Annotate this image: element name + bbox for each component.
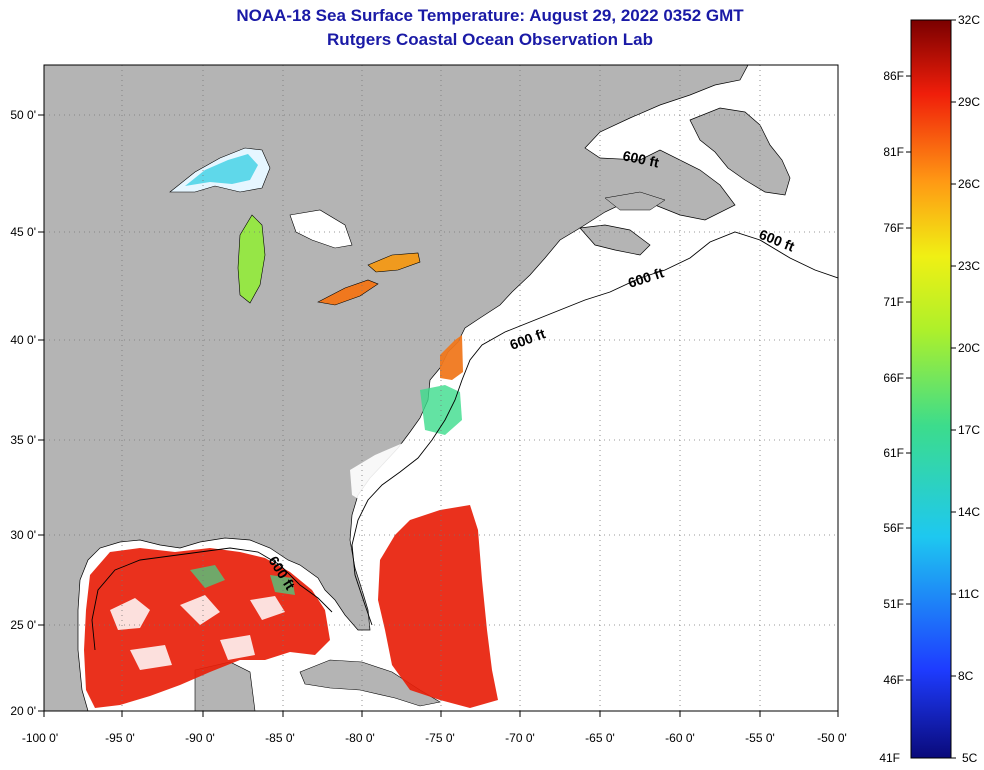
lat-label: 35 0'	[10, 433, 36, 447]
lon-label: -95 0'	[105, 731, 135, 745]
newfoundland-land	[689, 107, 791, 196]
celsius-label: 14C	[958, 505, 980, 519]
lat-label: 45 0'	[10, 225, 36, 239]
lake-ontario	[367, 252, 421, 273]
lon-label: -75 0'	[425, 731, 455, 745]
lon-label: -90 0'	[185, 731, 215, 745]
celsius-label: 17C	[958, 423, 980, 437]
fahrenheit-label: 56F	[883, 521, 904, 535]
lat-label: 30 0'	[10, 528, 36, 542]
lon-label: -100 0'	[22, 731, 58, 745]
map-area: 600 ft 600 ft 600 ft 600 ft 600 ft	[44, 65, 838, 711]
lat-label: 40 0'	[10, 333, 36, 347]
celsius-label: 5C	[962, 751, 978, 765]
lat-label: 20 0'	[10, 704, 36, 718]
fahrenheit-label: 46F	[883, 673, 904, 687]
fahrenheit-label: 66F	[883, 371, 904, 385]
fahrenheit-label: 81F	[883, 145, 904, 159]
nova-scotia-land	[579, 224, 651, 256]
lake-superior-cool	[185, 154, 258, 186]
lon-label: -70 0'	[505, 731, 535, 745]
atlantic-coastal-strip	[440, 335, 463, 380]
fahrenheit-label: 76F	[883, 221, 904, 235]
fahrenheit-label: 51F	[883, 597, 904, 611]
celsius-label: 26C	[958, 177, 980, 191]
lake-erie	[317, 279, 379, 306]
contour-label: 600 ft	[621, 147, 660, 170]
celsius-label: 8C	[958, 669, 974, 683]
lon-label: -60 0'	[665, 731, 695, 745]
lake-huron	[289, 209, 353, 249]
lon-label: -65 0'	[585, 731, 615, 745]
colorbar-fahrenheit-labels: 86F 81F 76F 71F 66F 61F 56F 51F 46F 41F	[879, 69, 904, 765]
lon-label: -85 0'	[265, 731, 295, 745]
celsius-label: 20C	[958, 341, 980, 355]
isobath-600ft-gulf	[91, 547, 333, 651]
colorbar: 32C 29C 26C 23C 20C 17C 14C 11C 8C 5C 86…	[879, 13, 980, 765]
latitude-labels: 50 0' 45 0' 40 0' 35 0' 30 0' 25 0' 20 0…	[10, 108, 36, 718]
gulf-cloud-gaps	[110, 595, 285, 670]
north-america-land	[44, 65, 749, 711]
map-subtitle: Rutgers Coastal Ocean Observation Lab	[327, 30, 653, 49]
celsius-label: 29C	[958, 95, 980, 109]
gulf-cool-patch	[190, 565, 295, 595]
axis-ticks	[38, 114, 839, 717]
celsius-label: 11C	[958, 587, 979, 601]
lat-label: 50 0'	[10, 108, 36, 122]
colorbar-celsius-labels: 32C 29C 26C 23C 20C 17C 14C 11C 8C 5C	[958, 13, 980, 765]
lon-label: -50 0'	[817, 731, 847, 745]
colorbar-gradient	[910, 19, 952, 759]
isobath-600ft	[351, 231, 838, 626]
fahrenheit-label: 61F	[883, 446, 904, 460]
lon-label: -55 0'	[745, 731, 775, 745]
lon-label: -80 0'	[345, 731, 375, 745]
fahrenheit-label: 41F	[879, 751, 900, 765]
celsius-label: 32C	[958, 13, 980, 27]
atlantic-warm-sst	[378, 505, 498, 708]
fahrenheit-label: 86F	[883, 69, 904, 83]
longitude-labels: -100 0' -95 0' -90 0' -85 0' -80 0' -75 …	[22, 731, 847, 745]
lake-michigan	[237, 214, 266, 304]
gulf-st-lawrence-island	[604, 191, 666, 211]
fahrenheit-label: 71F	[883, 295, 904, 309]
celsius-label: 23C	[958, 259, 980, 273]
map-title: NOAA-18 Sea Surface Temperature: August …	[236, 6, 744, 25]
lat-label: 25 0'	[10, 618, 36, 632]
cuba-land	[299, 659, 441, 707]
